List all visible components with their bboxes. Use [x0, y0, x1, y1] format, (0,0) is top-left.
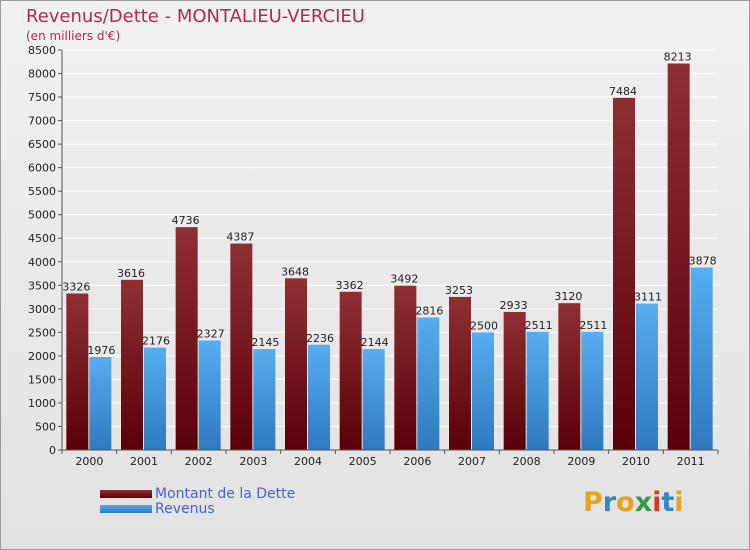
data-label-revenus: 2236	[306, 332, 334, 345]
data-label-dette: 3120	[554, 290, 582, 303]
x-tick-label: 2006	[403, 455, 431, 468]
bar-revenus	[690, 267, 713, 450]
x-tick-label: 2008	[513, 455, 541, 468]
bar-dette	[339, 291, 362, 450]
x-tick-label: 2003	[239, 455, 267, 468]
data-label-dette: 2933	[500, 299, 528, 312]
logo-letter: x	[634, 487, 653, 518]
bar-revenus	[89, 357, 112, 450]
y-tick-label: 3000	[28, 303, 56, 316]
data-label-revenus: 2511	[525, 319, 553, 332]
data-label-revenus: 2176	[142, 335, 170, 348]
data-label-dette: 7484	[609, 85, 637, 98]
legend-swatch-dette	[100, 489, 152, 498]
y-tick-label: 2000	[28, 350, 56, 363]
bar-dette	[66, 293, 89, 450]
legend-item-revenus: Revenus	[100, 500, 295, 517]
x-tick-label: 2010	[622, 455, 650, 468]
bars: 3326 1976 3616 2176 4736 2327 4387 2145 3648 2236…	[62, 51, 717, 450]
bar-revenus	[362, 349, 385, 450]
bar-dette	[449, 296, 471, 450]
x-tick-label: 2001	[130, 455, 158, 468]
y-tick-label: 1500	[28, 373, 56, 386]
x-tick-label: 2009	[567, 455, 595, 468]
y-tick-label: 1000	[28, 397, 56, 410]
data-label-revenus: 2145	[251, 336, 279, 349]
data-label-revenus: 3111	[634, 291, 662, 304]
data-label-dette: 3362	[336, 279, 364, 292]
data-label-revenus: 2144	[361, 336, 389, 349]
data-label-dette: 3616	[117, 267, 145, 280]
y-tick-label: 6500	[28, 138, 56, 151]
data-label-revenus: 1976	[87, 344, 115, 357]
logo-letter: r	[602, 487, 617, 518]
y-tick-label: 0	[49, 444, 56, 457]
bar-revenus	[636, 303, 658, 450]
logo-letter: i	[674, 487, 684, 518]
y-tick-label: 4500	[28, 232, 56, 245]
x-tick-label: 2004	[294, 455, 322, 468]
chart-title: Revenus/Dette - MONTALIEU-VERCIEU	[26, 6, 365, 27]
x-axis-ticks: 2000 2001 2002 2003 2004 2005 2006 2007 2008 2009…	[61, 450, 719, 468]
bar-revenus	[417, 317, 440, 450]
bar-dette	[121, 279, 143, 450]
y-tick-label: 7000	[28, 115, 56, 128]
data-label-dette: 4736	[172, 214, 200, 227]
bar-dette	[667, 63, 690, 450]
y-tick-label: 5500	[28, 185, 56, 198]
chart-subtitle: (en milliers d'€)	[26, 29, 120, 43]
bar-dette	[394, 285, 417, 450]
x-tick-label: 2011	[677, 455, 705, 468]
y-tick-label: 500	[35, 420, 56, 433]
bar-dette	[230, 243, 253, 450]
x-tick-label: 2002	[185, 455, 213, 468]
data-label-dette: 3648	[281, 265, 309, 278]
y-axis-ticks: 0 500 1000 1500 2000 2500 3000 3500 4000 4500 5000…	[28, 44, 62, 457]
y-tick-label: 6000	[28, 162, 56, 175]
data-label-dette: 3326	[62, 280, 90, 293]
bar-revenus	[472, 332, 494, 450]
proxiti-logo: Proxiti	[583, 487, 684, 518]
data-label-revenus: 2327	[197, 327, 225, 340]
legend-item-dette: Montant de la Dette	[100, 485, 296, 502]
data-label-dette: 4387	[226, 231, 254, 244]
data-label-revenus: 2816	[415, 304, 443, 317]
bar-dette	[175, 227, 198, 450]
bar-revenus	[144, 347, 166, 450]
logo-letter: t	[661, 487, 675, 518]
y-tick-label: 2500	[28, 326, 56, 339]
legend-label-dette: Montant de la Dette	[155, 485, 296, 502]
data-label-revenus: 2511	[579, 319, 607, 332]
data-label-dette: 3492	[390, 273, 418, 286]
data-label-dette: 3253	[445, 284, 473, 297]
bar-dette	[613, 97, 635, 450]
bar-revenus	[308, 344, 330, 450]
logo-letter: P	[583, 487, 603, 518]
y-tick-label: 8000	[28, 68, 56, 81]
y-tick-label: 7500	[28, 91, 56, 104]
data-label-dette: 8213	[664, 51, 692, 64]
data-label-revenus: 2500	[470, 319, 498, 332]
x-tick-label: 2007	[458, 455, 486, 468]
y-tick-label: 4000	[28, 256, 56, 269]
legend-swatch-revenus	[100, 504, 152, 513]
x-tick-label: 2005	[349, 455, 377, 468]
y-tick-label: 3500	[28, 279, 56, 292]
y-tick-label: 8500	[28, 44, 56, 57]
logo-letter: i	[652, 487, 662, 518]
bar-dette	[503, 311, 526, 450]
bar-dette	[285, 278, 307, 450]
x-tick-label: 2000	[75, 455, 103, 468]
bar-dette	[558, 303, 581, 450]
legend: Montant de la Dette Revenus	[100, 485, 296, 517]
bar-revenus	[198, 340, 221, 450]
data-label-revenus: 3878	[689, 255, 717, 268]
bar-revenus	[526, 331, 549, 450]
bar-revenus	[253, 349, 276, 450]
legend-label-revenus: Revenus	[155, 500, 215, 517]
y-tick-label: 5000	[28, 209, 56, 222]
logo-letter: o	[616, 487, 635, 518]
bar-revenus	[581, 331, 604, 450]
